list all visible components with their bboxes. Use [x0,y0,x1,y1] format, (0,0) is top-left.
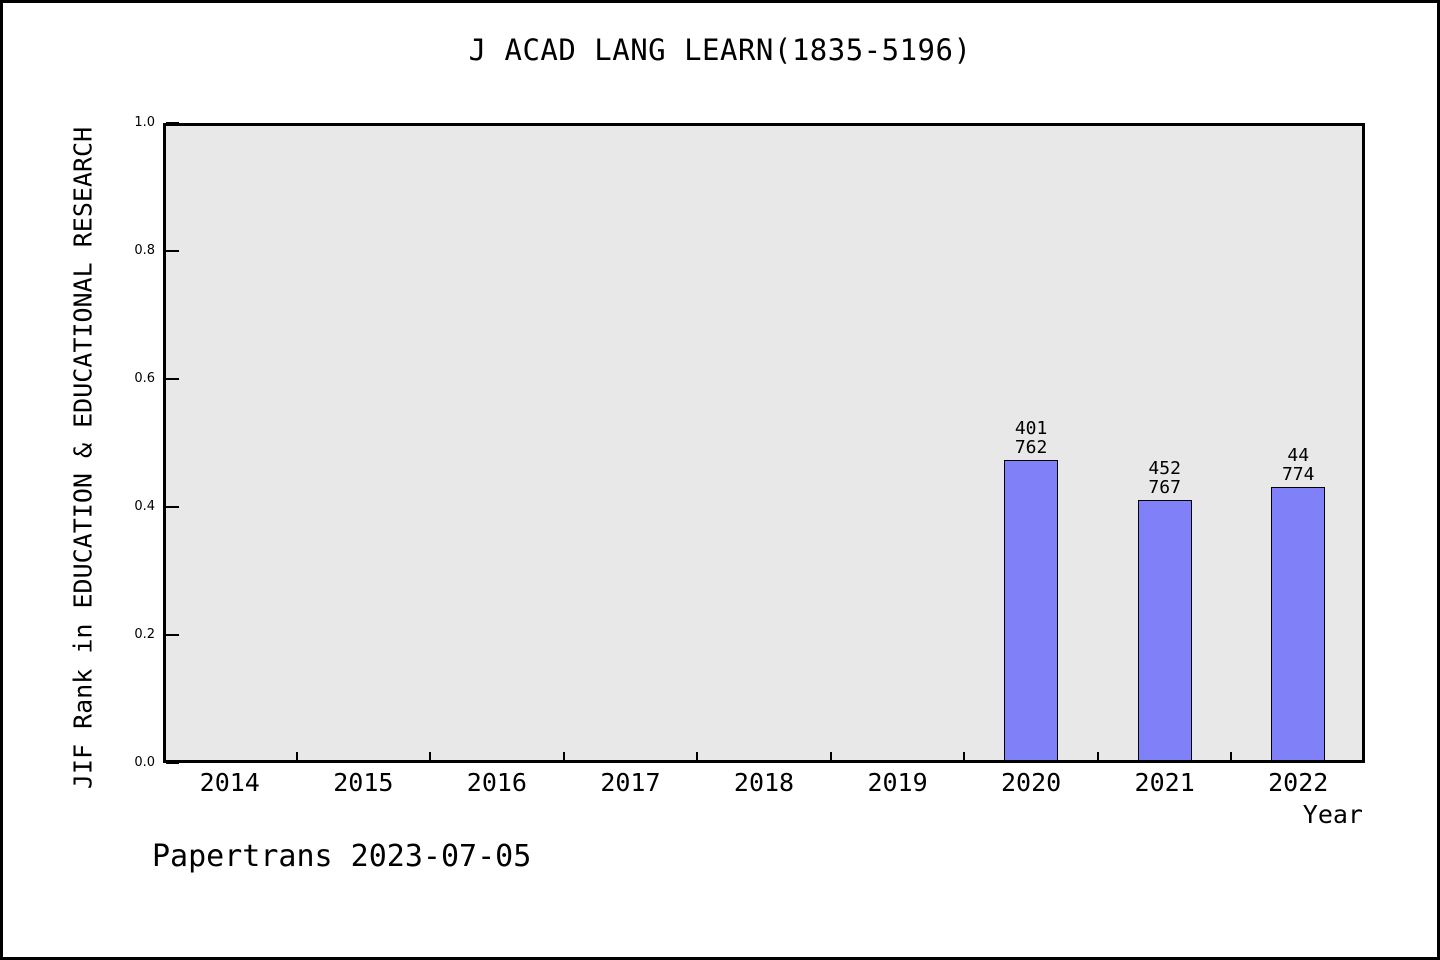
y-axis-label: JIF Rank in EDUCATION & EDUCATIONAL RESE… [68,126,98,790]
x-tick-label: 2020 [1001,768,1062,797]
x-tick-mark [429,752,432,760]
y-tick-label: 0.0 [134,755,155,770]
x-tick-label: 2016 [466,768,527,797]
y-tick-label: 0.4 [134,499,155,514]
y-tick-label: 1.0 [134,115,155,130]
x-tick-mark [829,752,832,760]
plot-area: 0.0 0.2 0.4 0.6 0.8 1.0 2014 2015 2016 2017 2018 20… [134,115,1365,797]
y-tick-mark [166,634,179,636]
x-tick-label: 2018 [733,768,795,797]
y-tick-mark [166,378,179,380]
x-tick-label: 2019 [867,768,928,797]
bar [1137,499,1192,763]
x-tick-label: 2017 [600,768,661,797]
bar-label: 44 774 [1281,445,1315,486]
y-tick-label: 0.6 [134,371,155,386]
y-tick-label: 0.2 [134,627,155,642]
watermark-text: Papertrans 2023-07-05 [152,839,532,874]
x-tick-mark [963,752,966,760]
bar [1271,487,1326,763]
x-tick-label: 2022 [1268,768,1329,797]
bar [1004,459,1059,763]
x-tick-mark [1230,752,1233,760]
y-tick-mark [166,506,179,508]
x-tick-mark [696,752,699,760]
x-tick-mark [1096,752,1099,760]
y-tick-label: 0.8 [134,243,155,258]
x-tick-mark [562,752,565,760]
x-tick-label: 2015 [333,768,394,797]
y-tick-mark [166,250,179,252]
x-tick-label: 2021 [1134,768,1195,797]
chart-title: J ACAD LANG LEARN(1835-5196) [468,33,972,67]
x-tick-label: 2014 [199,768,260,797]
bar-label: 452 767 [1148,457,1181,498]
y-tick-mark [166,762,179,764]
x-axis-label: Year [1302,800,1363,829]
x-tick-mark [295,752,298,760]
y-tick-mark [166,122,179,124]
bar-label: 401 762 [1014,417,1048,458]
